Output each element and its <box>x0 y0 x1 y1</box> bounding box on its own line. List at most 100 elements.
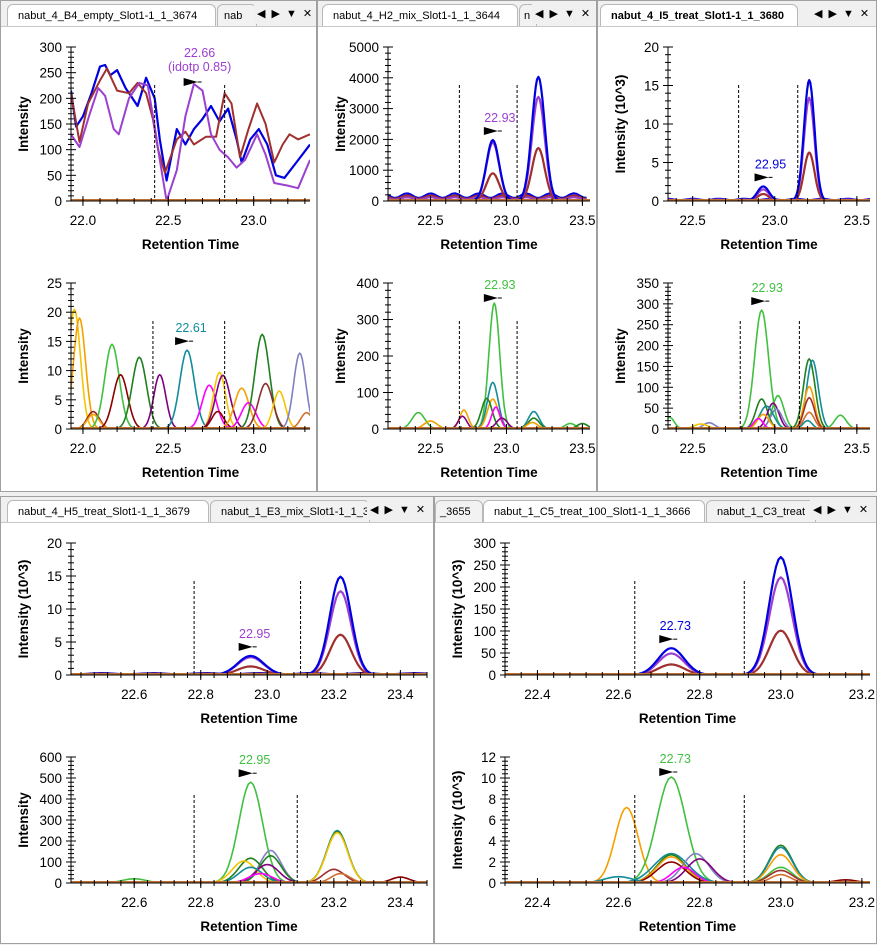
y-tick-label: 300 <box>636 297 659 312</box>
peak-trace <box>517 75 559 201</box>
y-tick-label: 150 <box>473 602 496 617</box>
tab-document[interactable]: nabut_1_C5_treat_100_Slot1-1_1_3666 <box>483 500 705 522</box>
tab-menu-icon[interactable]: ▼ <box>841 504 853 516</box>
tab-next-icon[interactable]: ▶ <box>828 8 837 20</box>
tab-prev-icon[interactable]: ◀ <box>257 8 266 20</box>
precursor-chromatogram[interactable]: 0 50 100 150 200 250 300 22.4 22.6 22.8 23.0 23.2 Re… <box>435 523 876 737</box>
y-tick-label: 8 <box>488 792 496 807</box>
fragment-chromatogram[interactable]: 0 100 200 300 400 500 600 22.6 22.8 23.0 23.2 23.4 R… <box>1 737 433 945</box>
y-tick-label: 15 <box>47 334 62 349</box>
x-tick-label: 23.0 <box>254 895 280 910</box>
peak-marker-icon <box>483 294 498 302</box>
x-tick-label: 22.5 <box>155 441 181 456</box>
tab-prev-icon[interactable]: ◀ <box>535 8 544 20</box>
x-tick-label: 23.2 <box>849 687 875 702</box>
peak-rt-label: 22.95 <box>239 753 270 767</box>
peak-trace <box>307 633 374 675</box>
x-tick-label: 22.5 <box>679 213 705 228</box>
tab-document[interactable]: nabut_1_E3_mix_Slot1-1_1_3 <box>210 500 370 522</box>
tab-next-icon[interactable]: ▶ <box>549 8 558 20</box>
tab-next-icon[interactable]: ▶ <box>271 8 280 20</box>
peak-trace <box>758 408 795 429</box>
peak-marker-icon <box>659 635 674 644</box>
y-tick-label: 2000 <box>349 132 379 147</box>
y-tick-label: 400 <box>39 792 62 807</box>
tab-prev-icon[interactable]: ◀ <box>370 504 379 516</box>
y-tick-label: 100 <box>39 855 62 870</box>
y-tick-label: 3000 <box>349 102 379 117</box>
x-tick-label: 22.4 <box>524 687 551 702</box>
peak-trace <box>482 406 510 429</box>
close-icon[interactable]: ✕ <box>858 504 869 516</box>
x-tick-label: 22.5 <box>155 213 181 228</box>
series-line-precursor-M+2 <box>71 81 310 201</box>
chart-area: 0 5 10 15 20 22.6 22.8 23.0 23.2 23.4 Retention Ti… <box>1 523 433 943</box>
tab-document[interactable]: nab <box>217 4 257 26</box>
x-tick-label: 23.0 <box>254 687 280 702</box>
y-tick-label: 0 <box>651 194 659 209</box>
x-tick-label: 22.6 <box>605 687 631 702</box>
precursor-chromatogram[interactable]: 0 50 100 150 200 250 300 22.0 22.5 23.0Retention … <box>1 27 316 263</box>
y-tick-label: 0 <box>54 876 62 891</box>
tab-document[interactable]: nabut_4_H2_mix_Slot1-1_1_3644 <box>322 4 518 26</box>
peak-marker-icon <box>183 78 198 86</box>
x-tick-label: 23.5 <box>569 213 595 228</box>
peak-trace <box>477 302 512 429</box>
peak-trace <box>116 356 163 429</box>
tab-prev-icon[interactable]: ◀ <box>814 8 823 20</box>
fragment-chromatogram[interactable]: 0 50 100 150 200 250 300 350 22.5 23.0 23.5 Retenti… <box>598 263 876 491</box>
x-tick-label: 23.5 <box>844 441 870 456</box>
x-axis-label: Retention Time <box>200 711 298 726</box>
tab-menu-icon[interactable]: ▼ <box>285 8 297 20</box>
fragment-chromatogram[interactable]: 0 2 4 6 8 10 12 22.4 22.6 22.8 23.0 23.2 Retention T… <box>435 737 876 945</box>
peak-marker-icon <box>483 127 498 136</box>
peak-rt-label: 22.61 <box>175 321 206 335</box>
peak-rt-label: 22.73 <box>660 619 691 633</box>
peak-trace <box>200 374 246 429</box>
close-icon[interactable]: ✕ <box>580 8 591 20</box>
y-tick-label: 10 <box>644 117 659 132</box>
peak-trace <box>71 308 94 429</box>
tab-document[interactable]: nabut_4_B4_empty_Slot1-1_1_3674 <box>7 4 216 26</box>
peak-trace <box>626 776 717 883</box>
peak-rt-label: 22.93 <box>752 281 783 295</box>
chromatogram-pane-1: nabut_4_B4_empty_Slot1-1_1_3674 nab ◀ ▶ … <box>0 0 317 492</box>
close-icon[interactable]: ✕ <box>415 504 426 516</box>
x-tick-label: 22.0 <box>70 213 96 228</box>
x-tick-label: 23.4 <box>387 895 414 910</box>
tab-next-icon[interactable]: ▶ <box>827 504 836 516</box>
precursor-chromatogram[interactable]: 0 5 10 15 20 22.6 22.8 23.0 23.2 23.4 Retention Ti… <box>1 523 433 737</box>
x-tick-label: 22.6 <box>605 895 631 910</box>
idotp-label: (idotp 0.85) <box>168 60 231 74</box>
tab-document[interactable]: _3655 <box>435 500 483 522</box>
tab-menu-icon[interactable]: ▼ <box>842 8 854 20</box>
peak-trace <box>655 852 736 883</box>
y-tick-label: 100 <box>39 143 62 158</box>
precursor-chromatogram[interactable]: 0 5 10 15 20 22.5 23.0 23.5 Retention Time Intens… <box>598 27 876 263</box>
close-icon[interactable]: ✕ <box>302 8 313 20</box>
tab-document[interactable]: nabut_4_H5_treat_Slot1-1_1_3679 <box>7 500 209 522</box>
peak-trace <box>792 151 826 201</box>
fragment-chromatogram[interactable]: 0 100 200 300 400 22.5 23.0 23.5 Retention Time I… <box>318 263 596 491</box>
tab-menu-icon[interactable]: ▼ <box>563 8 575 20</box>
tab-document[interactable]: nabut_4_I5_treat_Slot1-1_1_3680 <box>600 4 798 26</box>
precursor-chromatogram[interactable]: 0 1000 2000 3000 4000 5000 22.5 23.0 23.5 Retenti… <box>318 27 596 263</box>
x-axis-label: Retention Time <box>200 919 298 934</box>
chromatogram-pane-2: nabut_4_H2_mix_Slot1-1_1_3644 n ◀ ▶ ▼ ✕ … <box>317 0 597 492</box>
peak-trace <box>754 402 792 429</box>
x-axis-label: Retention Time <box>440 465 538 480</box>
tab-bar: _3655 nabut_1_C5_treat_100_Slot1-1_1_366… <box>435 497 876 523</box>
peak-trace <box>164 349 210 429</box>
close-icon[interactable]: ✕ <box>859 8 870 20</box>
peak-trace <box>472 138 514 201</box>
series-group <box>505 776 870 883</box>
tab-next-icon[interactable]: ▶ <box>384 504 393 516</box>
tab-menu-icon[interactable]: ▼ <box>398 504 410 516</box>
tab-document[interactable]: nabut_1_C3_treat <box>706 500 816 522</box>
y-tick-label: 0 <box>488 668 496 683</box>
x-tick-label: 23.0 <box>493 213 519 228</box>
peak-trace <box>745 846 817 883</box>
y-tick-label: 5 <box>54 635 62 650</box>
tab-prev-icon[interactable]: ◀ <box>813 504 822 516</box>
